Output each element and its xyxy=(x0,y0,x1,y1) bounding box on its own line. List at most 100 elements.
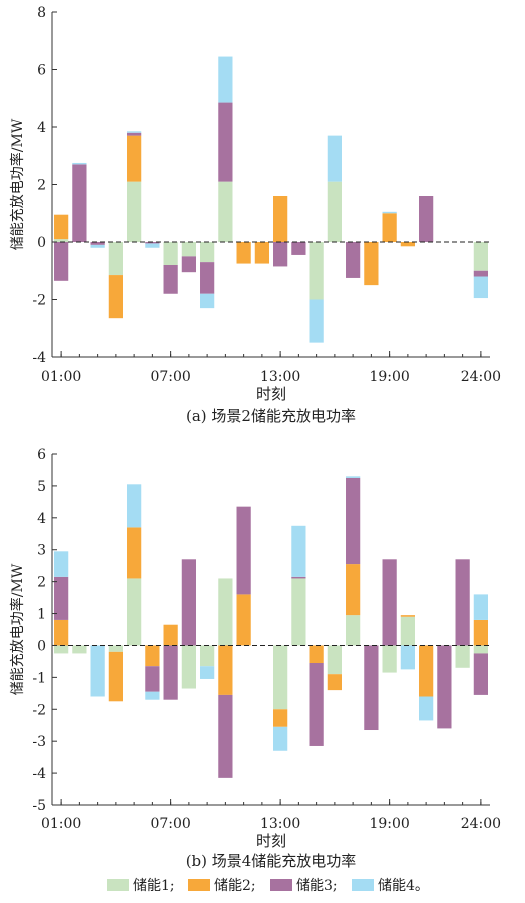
bar-s1-t5 xyxy=(127,578,142,646)
bar-s1-t8 xyxy=(181,645,196,689)
bar-s3-t5 xyxy=(127,132,142,136)
bar-s3-t19 xyxy=(382,559,397,646)
x-tick-label: 07:00 xyxy=(150,369,190,385)
x-axis-label-scenario-4: 时刻 xyxy=(256,832,286,850)
axes-scenario-4 xyxy=(51,454,490,806)
bar-s3-t3 xyxy=(90,242,105,245)
bar-s3-t18 xyxy=(364,645,379,731)
bar-s3-t7 xyxy=(163,645,178,700)
bar-s2-t5 xyxy=(127,527,142,579)
bars-scenario-4 xyxy=(54,476,488,778)
legend-label-4: 储能4。 xyxy=(378,878,429,894)
legend-swatch-3 xyxy=(270,879,292,891)
bar-s4-t3 xyxy=(90,244,105,248)
bar-s4-t19 xyxy=(382,211,397,214)
y-tick-label: 6 xyxy=(37,63,46,79)
bar-s1-t1 xyxy=(54,645,69,654)
y-tick-label: -2 xyxy=(32,702,46,718)
bar-s3-t17 xyxy=(346,242,361,278)
x-tick-label: 13:00 xyxy=(260,369,300,385)
bar-s2-t7 xyxy=(163,624,178,646)
bar-s4-t15 xyxy=(309,299,324,343)
bar-s1-t17 xyxy=(346,615,361,646)
y-tick-label: 8 xyxy=(37,5,46,21)
bar-s4-t1 xyxy=(54,551,69,577)
y-tick-label: 1 xyxy=(37,607,46,623)
bar-s4-t10 xyxy=(218,56,233,103)
y-tick-label: 3 xyxy=(37,543,46,559)
bar-s1-t5 xyxy=(127,181,142,243)
bar-s1-t24 xyxy=(473,645,488,654)
x-tick-label: 01:00 xyxy=(41,369,81,385)
bar-s1-t14 xyxy=(291,578,306,646)
bars-scenario-2 xyxy=(54,56,488,343)
bar-s4-t24 xyxy=(473,594,488,620)
bar-s2-t1 xyxy=(54,214,69,240)
bar-s2-t24 xyxy=(473,619,488,646)
bar-s4-t14 xyxy=(291,525,306,577)
bar-s1-t2 xyxy=(72,645,87,654)
y-tick-label: 4 xyxy=(37,511,46,527)
bar-s2-t18 xyxy=(364,242,379,286)
legend-swatch-2 xyxy=(188,879,210,891)
legend-label-3: 储能3; xyxy=(296,878,338,894)
bar-s4-t6 xyxy=(145,691,160,700)
y-tick-label: 2 xyxy=(37,178,46,194)
bar-s2-t4 xyxy=(108,651,123,702)
bar-s3-t10 xyxy=(218,694,233,778)
y-tick-label: -2 xyxy=(32,293,46,309)
y-axis-label-scenario-2: 储能充放电功率/MW xyxy=(9,118,26,250)
x-ticks-scenario-2: 01:00 07:00 13:00 19:00 24:00 xyxy=(41,351,501,385)
bar-s2-t20 xyxy=(400,242,415,247)
bar-s1-t9 xyxy=(200,242,215,263)
bar-s2-t20 xyxy=(400,615,415,617)
bar-s3-t24 xyxy=(473,270,488,277)
bar-s3-t1 xyxy=(54,242,69,281)
y-tick-label: -5 xyxy=(32,798,46,814)
bar-s2-t19 xyxy=(382,213,397,242)
x-tick-label: 24:00 xyxy=(461,369,501,385)
bar-s2-t16 xyxy=(327,674,342,691)
bar-s2-t13 xyxy=(273,709,288,727)
bar-s1-t10 xyxy=(218,181,233,243)
bar-s2-t6 xyxy=(145,645,160,667)
bar-s3-t7 xyxy=(163,265,178,294)
bar-s4-t17 xyxy=(346,476,361,478)
legend-swatch-1 xyxy=(107,879,129,891)
bar-s3-t1 xyxy=(54,576,69,620)
bar-s1-t4 xyxy=(108,242,123,276)
bar-s1-t16 xyxy=(327,181,342,243)
chart-scenario-2: -4 -2 0 2 4 6 8 01:00 07:00 13:00 19:00 24:00 储能充放… xyxy=(9,5,501,425)
y-tick-label: -4 xyxy=(32,350,46,366)
bar-s4-t24 xyxy=(473,276,488,299)
x-axis-label-scenario-2: 时刻 xyxy=(256,385,286,403)
legend-label-2: 储能2; xyxy=(214,878,256,894)
bar-s1-t9 xyxy=(200,645,215,667)
y-ticks-scenario-4: -5 -4 -3 -2 -1 0 1 2 3 4 5 6 xyxy=(32,447,57,814)
bar-s3-t13 xyxy=(273,242,288,267)
bar-s2-t1 xyxy=(54,619,69,646)
legend-label-1: 储能1; xyxy=(133,878,175,894)
x-tick-label: 19:00 xyxy=(369,369,409,385)
bar-s3-t6 xyxy=(145,242,160,244)
x-ticks-scenario-4: 01:00 07:00 13:00 19:00 24:00 xyxy=(41,799,501,832)
bar-s1-t13 xyxy=(273,645,288,710)
y-ticks-scenario-2: -4 -2 0 2 4 6 8 xyxy=(32,5,57,366)
legend-swatch-4 xyxy=(352,879,374,891)
bar-s2-t15 xyxy=(309,645,324,663)
bar-s4-t13 xyxy=(273,726,288,751)
bar-s4-t3 xyxy=(90,645,105,697)
bar-s3-t6 xyxy=(145,666,160,692)
y-tick-label: 5 xyxy=(37,479,46,495)
bar-s3-t11 xyxy=(236,506,251,595)
chart-title-scenario-2: (a) 场景2储能充放电功率 xyxy=(186,407,356,425)
bar-s3-t14 xyxy=(291,242,306,255)
bar-s3-t14 xyxy=(291,576,306,579)
bar-s2-t12 xyxy=(254,242,269,264)
x-tick-label: 24:00 xyxy=(461,816,501,832)
bar-s4-t2 xyxy=(72,162,87,165)
bar-s3-t10 xyxy=(218,102,233,182)
legend: 储能1; 储能2; 储能3; 储能4。 xyxy=(107,878,429,894)
bar-s2-t10 xyxy=(218,645,233,695)
